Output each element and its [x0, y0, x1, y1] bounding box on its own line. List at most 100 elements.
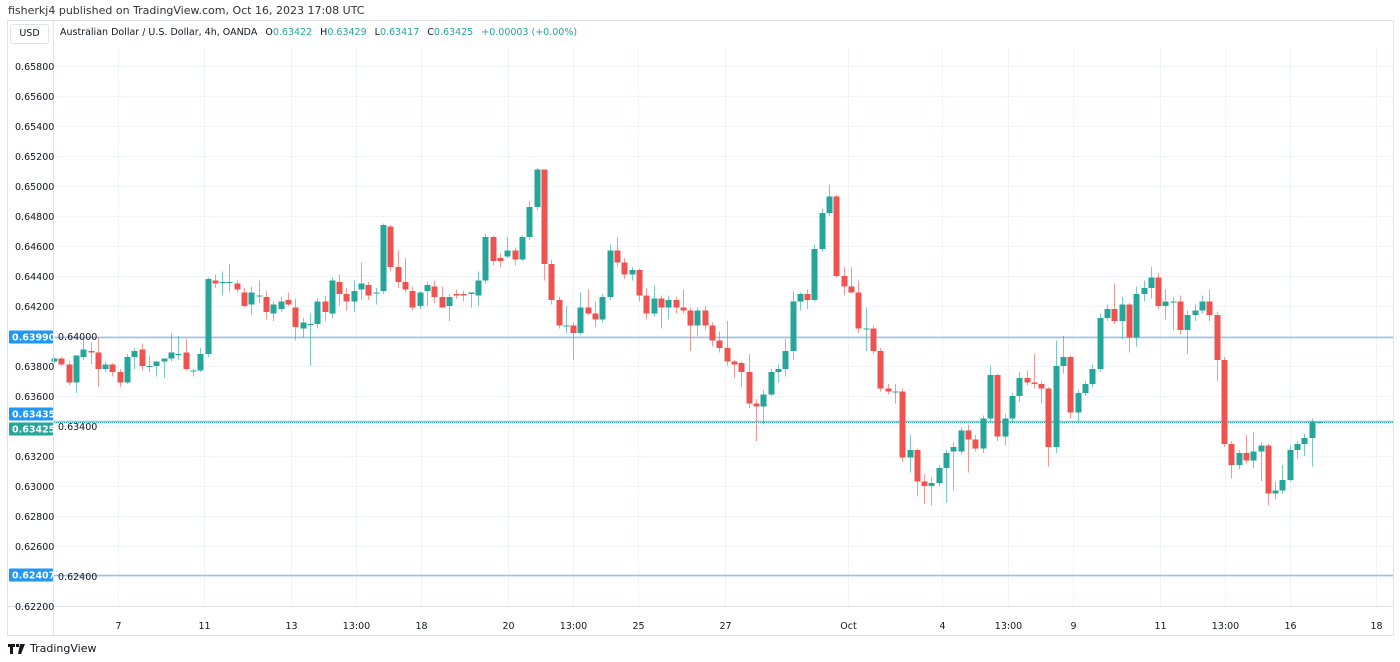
candle-body [109, 364, 116, 372]
candle-bullish [665, 295, 672, 320]
price-tick-label: 0.63000 [15, 482, 54, 493]
candle-bullish [826, 184, 833, 216]
candle-body [1016, 378, 1023, 396]
footer-brand: TradingView [30, 642, 97, 655]
candle-body [300, 322, 307, 329]
candle-body [1031, 382, 1038, 384]
time-tick-label: 16 [1284, 621, 1296, 632]
candle-bullish [943, 450, 950, 503]
candle-body [460, 294, 467, 296]
candle-body [314, 301, 321, 324]
candle-body [534, 169, 541, 207]
candle-bearish [88, 342, 95, 365]
candle-bullish [417, 291, 424, 309]
candle-bullish [1141, 280, 1148, 302]
candle-body [1002, 418, 1009, 437]
price-tick-label: 0.65800 [15, 62, 54, 73]
candle-body [504, 250, 511, 257]
candle-body [943, 453, 950, 468]
candle-body [409, 291, 416, 308]
candle-bullish [1016, 372, 1023, 402]
candle-bullish [73, 355, 80, 393]
candle-bearish [183, 339, 190, 371]
close-label: C [427, 27, 434, 38]
candle-body [1170, 301, 1177, 303]
candle-body [395, 267, 402, 282]
time-axis[interactable]: 7 11 13 13:00 18 20 13:00 25 27 Oct 4 13:00 9 11 13:00… [115, 621, 1382, 632]
candle-body [790, 301, 797, 351]
candle-bullish [329, 277, 336, 318]
candle-body [131, 351, 138, 357]
candle-bearish [263, 291, 270, 320]
candle-body [1097, 318, 1104, 369]
currency-button[interactable]: USD [10, 24, 49, 44]
candle-bearish [636, 268, 643, 302]
candle-body [651, 298, 658, 314]
footer: TradingView [8, 642, 96, 655]
candle-bullish [607, 244, 614, 300]
candle-body [183, 352, 190, 369]
candle-bullish [651, 285, 658, 317]
candle-bearish [965, 424, 972, 473]
price-line-label-bg [9, 422, 53, 436]
candle-body [431, 286, 438, 297]
candle-bullish [907, 435, 914, 473]
candle-body [629, 270, 636, 275]
candle-body [775, 369, 782, 372]
candle-body [694, 310, 701, 326]
price-tick-label: 0.62400 [58, 572, 97, 583]
time-tick-label: Oct [840, 621, 857, 632]
candle-body [234, 283, 241, 290]
candle-bearish [292, 298, 299, 341]
candle-bullish [1258, 442, 1265, 482]
price-line-labels: 0.63990 0.63435 0.63425 0.62407 [9, 330, 56, 582]
candle-body [73, 355, 80, 383]
candle-body [475, 280, 482, 296]
candle-body [950, 447, 957, 452]
candle-body [351, 291, 358, 302]
candle-body [797, 294, 804, 302]
candle-body [387, 226, 394, 267]
candle-body [760, 394, 767, 407]
candle-body [921, 481, 928, 486]
candle-body [248, 292, 255, 305]
candle-body [928, 483, 935, 486]
candle-bearish [1243, 435, 1250, 464]
candle-body [709, 325, 716, 341]
candle-bullish [219, 271, 226, 296]
candle-bearish [753, 399, 760, 441]
candle-bearish [731, 360, 738, 378]
candle-bearish [833, 195, 840, 278]
time-tick-label: 13 [285, 621, 297, 632]
candle-body [336, 282, 343, 294]
candle-body [855, 292, 862, 329]
candle-bearish [1024, 370, 1031, 386]
price-tick-label: 0.63600 [15, 392, 54, 403]
price-axis[interactable]: 0.65800 0.65600 0.65400 0.65200 0.65000 0.648… [15, 62, 97, 613]
candle-body [1301, 438, 1308, 444]
candle-bearish [804, 289, 811, 309]
candle-bearish [855, 280, 862, 333]
candle-body [263, 297, 270, 312]
candle-bearish [702, 306, 709, 330]
candle-body [1009, 396, 1016, 419]
candle-body [58, 358, 65, 365]
candle-bearish [541, 169, 548, 281]
candle-bullish [577, 292, 584, 335]
candle-body [804, 294, 811, 300]
candle-body [439, 297, 446, 308]
candle-body [541, 169, 548, 264]
candle-bullish [168, 333, 175, 362]
price-tick-label: 0.63400 [58, 422, 97, 433]
candle-bearish [724, 321, 731, 366]
candle-bearish [885, 384, 892, 395]
candle-body [987, 375, 994, 419]
candle-body [958, 430, 965, 452]
candle-bearish [139, 343, 146, 371]
candle-bullish [278, 297, 285, 312]
time-tick-label: 4 [939, 621, 945, 632]
candle-body [1089, 369, 1096, 384]
candle-bullish [1316, 421, 1323, 424]
candle-body [66, 364, 73, 383]
